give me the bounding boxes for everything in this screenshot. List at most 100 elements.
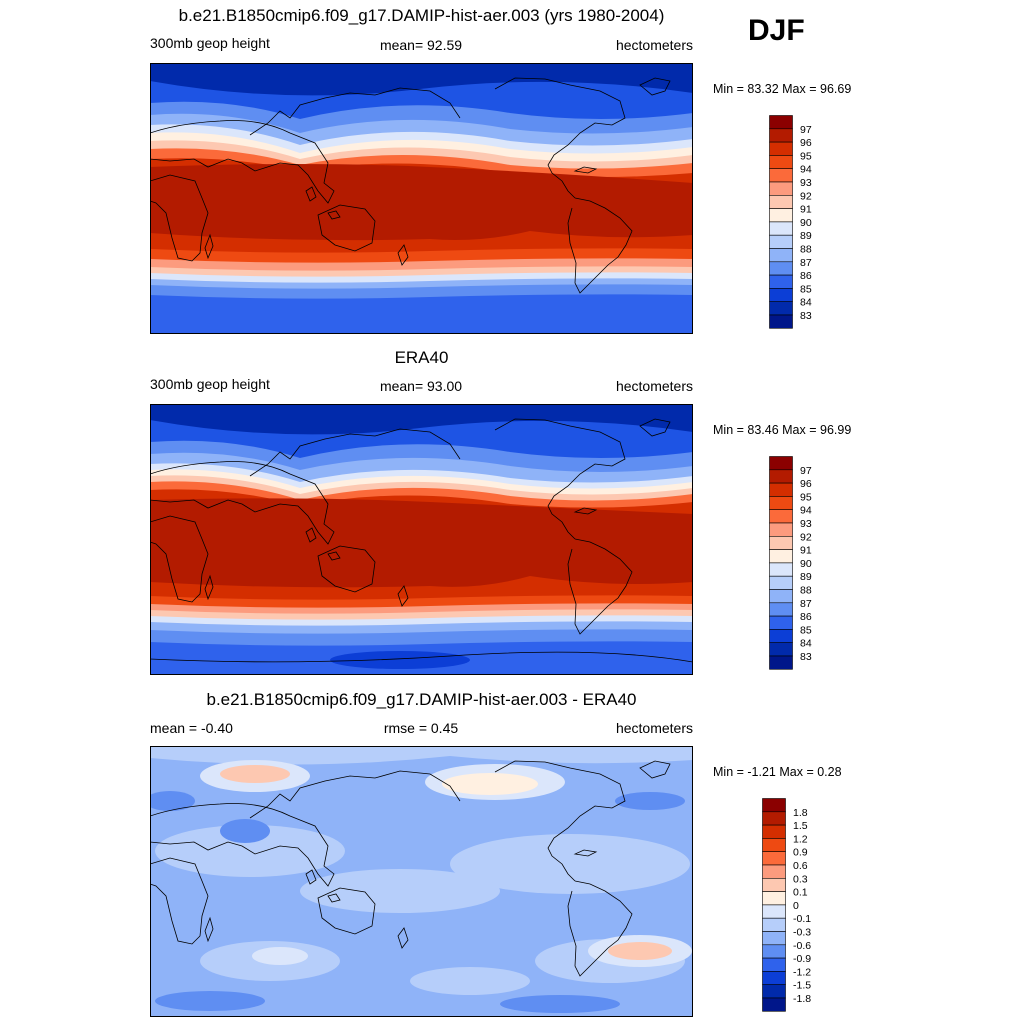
colorbar-label: -0.9 xyxy=(793,953,811,965)
colorbar-label: 92 xyxy=(800,190,812,202)
panel-1-minmax: Min = 83.32 Max = 96.69 xyxy=(713,82,852,96)
colorbar-box xyxy=(769,642,793,657)
colorbar-label: 85 xyxy=(800,624,812,636)
colorbar-box xyxy=(769,589,793,604)
colorbar-box xyxy=(769,128,793,143)
colorbar-box xyxy=(762,811,786,826)
colorbar-box xyxy=(762,904,786,919)
colorbar-box xyxy=(769,234,793,249)
panel-2-minmax: Min = 83.46 Max = 96.99 xyxy=(713,423,852,437)
colorbar-box xyxy=(769,549,793,564)
colorbar-label: 86 xyxy=(800,611,812,623)
colorbar-label: 91 xyxy=(800,545,812,557)
colorbar-label: 83 xyxy=(800,651,812,663)
colorbar-box xyxy=(769,615,793,630)
panel-2-map xyxy=(150,404,693,675)
colorbar-label: 1.2 xyxy=(793,833,808,845)
colorbar-label: 91 xyxy=(800,204,812,216)
panel-1-units-label: hectometers xyxy=(615,37,693,53)
panel-1-left-label: 300mb geop height xyxy=(150,35,270,51)
panel-1-mean-label: mean= 92.59 xyxy=(379,37,463,53)
colorbar-label: 89 xyxy=(800,230,812,242)
colorbar-label: 85 xyxy=(800,283,812,295)
season-label: DJF xyxy=(748,14,805,47)
colorbar-box xyxy=(762,944,786,959)
colorbar-box xyxy=(762,957,786,972)
panel-3-title: b.e21.B1850cmip6.f09_g17.DAMIP-hist-aer.… xyxy=(206,690,637,709)
colorbar-box xyxy=(769,195,793,209)
colorbar-box xyxy=(769,482,793,497)
colorbar-label: 96 xyxy=(800,137,812,149)
colorbar-label: 84 xyxy=(800,638,812,650)
colorbar-label: 0.1 xyxy=(793,887,808,899)
colorbar-label: 88 xyxy=(800,585,812,597)
colorbar-label: 97 xyxy=(800,465,812,477)
colorbar-box xyxy=(769,288,793,302)
panel-1-title: b.e21.B1850cmip6.f09_g17.DAMIP-hist-aer.… xyxy=(178,6,665,25)
colorbar-box xyxy=(769,469,793,484)
colorbar-label: 89 xyxy=(800,571,812,583)
colorbar-label: 90 xyxy=(800,217,812,229)
colorbar-box xyxy=(769,536,793,550)
colorbar-box xyxy=(769,221,793,236)
panel-3-colorbar: 1.8 1.5 1.2 0.9 0.6 0.3 0.1 0 -0.1 -0.3 -0.6 -0.9 -1… xyxy=(762,798,832,1012)
colorbar-box xyxy=(762,984,786,999)
colorbar-box xyxy=(769,562,793,577)
colorbar-label: 92 xyxy=(800,531,812,543)
colorbar-box xyxy=(769,509,793,524)
panel-2-left-label: 300mb geop height xyxy=(150,376,270,392)
colorbar-box xyxy=(769,655,793,670)
colorbar-label: 0.6 xyxy=(793,860,808,872)
colorbar-label: 0 xyxy=(793,900,799,912)
colorbar-box xyxy=(762,851,786,866)
panel-3-minmax: Min = -1.21 Max = 0.28 xyxy=(713,765,842,779)
panel-2-colorbar: 97 96 95 94 93 92 91 90 89 88 87 86 85 84 83 xyxy=(769,456,829,670)
colorbar-box xyxy=(769,575,793,590)
colorbar-box xyxy=(769,168,793,183)
colorbar-label: -1.8 xyxy=(793,993,811,1005)
colorbar-label: 97 xyxy=(800,124,812,136)
panel-2-mean-label: mean= 93.00 xyxy=(379,378,463,394)
panel-3-left-label: mean = -0.40 xyxy=(150,720,233,736)
colorbar-box xyxy=(762,824,786,839)
colorbar-label: 1.5 xyxy=(793,820,808,832)
colorbar-label: 95 xyxy=(800,491,812,503)
colorbar-label: 94 xyxy=(800,505,812,517)
colorbar-box xyxy=(762,798,786,813)
colorbar-label: -1.2 xyxy=(793,966,811,978)
colorbar-box xyxy=(769,314,793,329)
colorbar-label: 1.8 xyxy=(793,807,808,819)
colorbar-box xyxy=(769,629,793,643)
panel-3-map xyxy=(150,746,693,1017)
panel-2-title: ERA40 xyxy=(394,348,449,367)
colorbar-label: 96 xyxy=(800,478,812,490)
colorbar-label: 87 xyxy=(800,598,812,610)
colorbar-label: 93 xyxy=(800,518,812,530)
colorbar-label: 86 xyxy=(800,270,812,282)
colorbar-box xyxy=(769,602,793,617)
colorbar-label: 88 xyxy=(800,244,812,256)
colorbar-label: -1.5 xyxy=(793,980,811,992)
colorbar-box xyxy=(769,181,793,196)
panel-3-rmse-label: rmse = 0.45 xyxy=(383,720,459,736)
colorbar-box xyxy=(762,878,786,892)
panel-3-units-label: hectometers xyxy=(615,720,693,736)
colorbar-label: 95 xyxy=(800,150,812,162)
panel-2-units-label: hectometers xyxy=(615,378,693,394)
colorbar-box xyxy=(769,155,793,170)
panel-1-map xyxy=(150,63,693,334)
colorbar-box xyxy=(769,141,793,156)
colorbar-label: 83 xyxy=(800,310,812,322)
colorbar-label: 94 xyxy=(800,164,812,176)
colorbar-box xyxy=(769,496,793,511)
colorbar-box xyxy=(769,261,793,276)
colorbar-label: 90 xyxy=(800,558,812,570)
panel-3-colorbar-boxes: 1.81.51.20.90.60.30.10-0.1-0.3-0.6-0.9-1… xyxy=(762,798,811,1012)
colorbar-box xyxy=(769,456,793,471)
colorbar-label: -0.1 xyxy=(793,913,811,925)
colorbar-box xyxy=(762,891,786,906)
colorbar-label: 93 xyxy=(800,177,812,189)
panel-1-colorbar: 97 96 95 94 93 92 91 90 89 88 87 86 85 84 83 xyxy=(769,115,829,329)
